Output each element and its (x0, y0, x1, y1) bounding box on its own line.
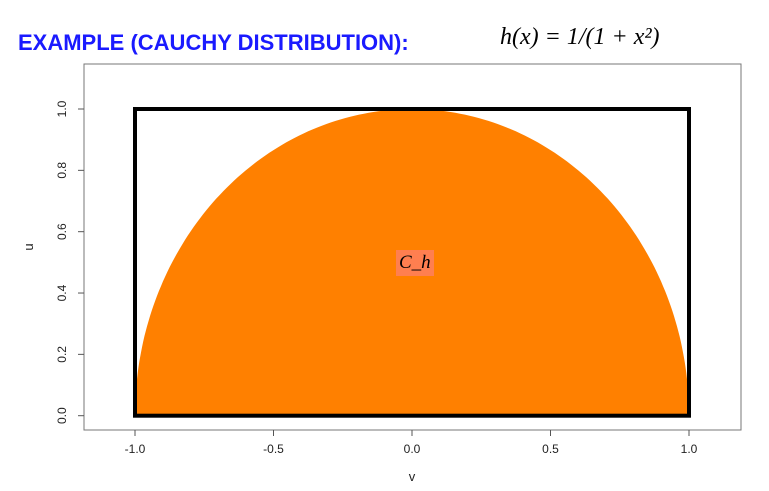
x-tick-label: -1.0 (125, 442, 146, 456)
y-tick-label: 0.8 (55, 162, 69, 179)
y-axis-label: u (21, 243, 36, 250)
x-tick-label: 0.0 (404, 442, 421, 456)
slide-title: EXAMPLE (CAUCHY DISTRIBUTION): (18, 30, 409, 55)
x-tick-label: -0.5 (263, 442, 284, 456)
y-tick-label: 0.4 (55, 284, 69, 301)
formula: h(x) = 1/(1 + x²) (500, 24, 660, 51)
x-tick-label: 1.0 (681, 442, 698, 456)
formula-text: h(x) = 1/(1 + x²) (500, 24, 660, 50)
bounding-rectangle (133, 107, 691, 418)
region-label: C_h (396, 250, 434, 276)
y-tick-label: 1.0 (55, 100, 69, 117)
x-axis-label: v (409, 469, 416, 484)
x-tick-label: 0.5 (542, 442, 559, 456)
y-tick-label: 0.0 (55, 407, 69, 424)
y-tick-label: 0.6 (55, 223, 69, 240)
y-tick-label: 0.2 (55, 346, 69, 363)
